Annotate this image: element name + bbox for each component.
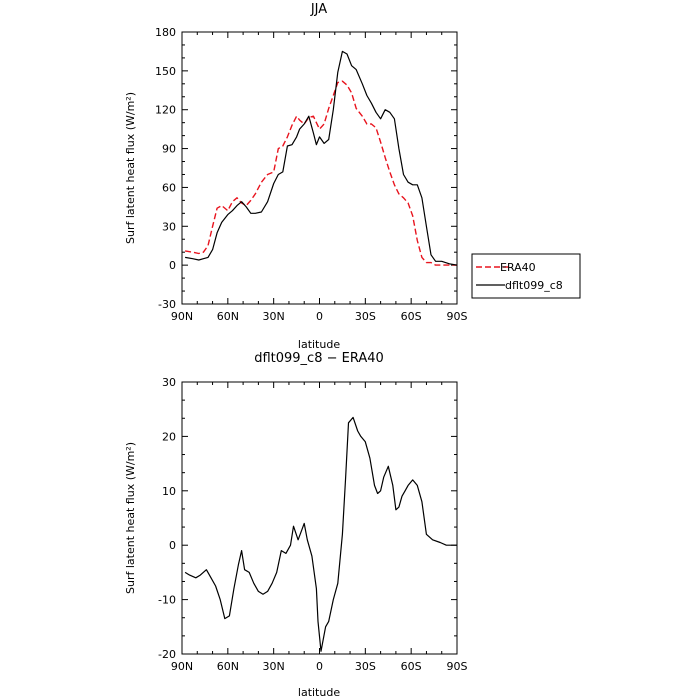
- top-title: JJA: [310, 2, 327, 17]
- top-x-tick-label: 0: [316, 310, 323, 323]
- top-x-tick-label: 60S: [401, 310, 422, 323]
- top-y-tick-label: 180: [155, 26, 176, 39]
- legend-era40-label: ERA40: [500, 261, 536, 274]
- bottom-x-tick-label: 60N: [217, 660, 239, 673]
- bottom-x-tick-label: 30N: [263, 660, 285, 673]
- top-ticks: [181, 31, 458, 305]
- bottom-x-axis-label: latitude: [298, 686, 340, 699]
- top-x-tick-labels: 90N 60N 30N 0 30S 60S 90S: [171, 310, 468, 323]
- top-y-tick-label: 0: [169, 259, 176, 272]
- top-x-tick-label: 30S: [355, 310, 376, 323]
- bottom-x-tick-label: 90N: [171, 660, 193, 673]
- top-x-axis-label: latitude: [298, 338, 340, 351]
- bottom-y-tick-label: -10: [158, 594, 176, 607]
- top-x-tick-label: 30N: [263, 310, 285, 323]
- top-series-line-0: [184, 80, 457, 266]
- bottom-y-tick-label: 20: [162, 430, 176, 443]
- top-y-axis-label: Surf latent heat flux (W/m²): [124, 92, 137, 244]
- bottom-x-tick-label: 0: [316, 660, 323, 673]
- legend-dflt-label: dflt099_c8: [505, 279, 563, 292]
- top-y-tick-label: 90: [162, 143, 176, 156]
- bottom-panel: dflt099_c8 − ERA40 90N 60N 30N 0 30S 60S 90S -…: [124, 351, 468, 699]
- top-x-tick-label: 60N: [217, 310, 239, 323]
- top-panel: JJA 90N 60N 30N 0 30S 60S 90S -30 0 30 60 90 120 150…: [124, 2, 581, 351]
- bottom-x-tick-labels: 90N 60N 30N 0 30S 60S 90S: [171, 660, 468, 673]
- top-y-tick-label: -30: [158, 298, 176, 311]
- bottom-x-tick-label: 90S: [447, 660, 468, 673]
- legend: ERA40 dflt099_c8: [471, 253, 581, 299]
- top-y-tick-label: 150: [155, 65, 176, 78]
- bottom-x-tick-label: 30S: [355, 660, 376, 673]
- top-series-line-1: [184, 50, 458, 266]
- bottom-title: dflt099_c8 − ERA40: [254, 351, 384, 366]
- top-y-tick-label: 120: [155, 104, 176, 117]
- legend-box: [471, 253, 581, 299]
- bottom-series-group: [184, 416, 457, 652]
- top-y-tick-labels: -30 0 30 60 90 120 150 180: [155, 26, 176, 311]
- bottom-plot-frame: [181, 381, 458, 655]
- top-x-tick-label: 90S: [447, 310, 468, 323]
- top-x-tick-label: 90N: [171, 310, 193, 323]
- top-plot-frame: [181, 31, 458, 305]
- bottom-y-tick-label: 0: [169, 539, 176, 552]
- bottom-y-axis-label: Surf latent heat flux (W/m²): [124, 442, 137, 594]
- top-y-tick-label: 60: [162, 181, 176, 194]
- bottom-y-tick-labels: -20 -10 0 10 20 30: [158, 376, 176, 661]
- bottom-series-line-0: [184, 416, 457, 652]
- bottom-y-tick-label: 30: [162, 376, 176, 389]
- bottom-y-tick-label: -20: [158, 648, 176, 661]
- top-series-group: [184, 50, 458, 266]
- bottom-x-tick-label: 60S: [401, 660, 422, 673]
- top-y-tick-label: 30: [162, 220, 176, 233]
- bottom-y-tick-label: 10: [162, 485, 176, 498]
